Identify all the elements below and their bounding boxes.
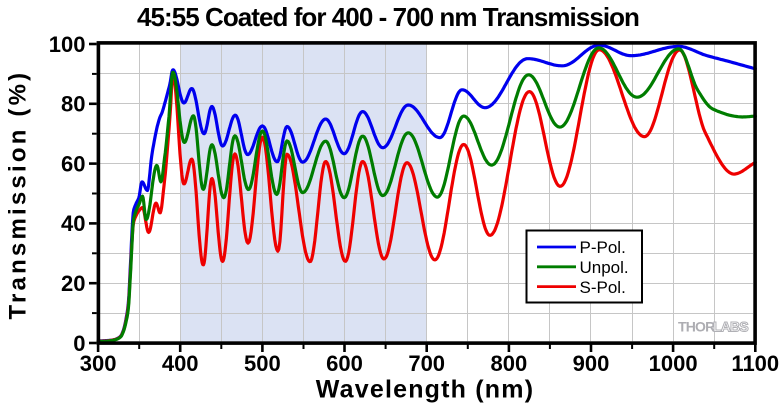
svg-text:600: 600 [326,351,363,376]
svg-text:Transmission (%): Transmission (%) [4,70,31,320]
svg-text:300: 300 [80,351,117,376]
svg-text:1000: 1000 [649,351,698,376]
svg-text:1100: 1100 [731,351,779,376]
svg-text:LABS: LABS [713,319,748,335]
svg-text:S-Pol.: S-Pol. [580,278,626,297]
svg-text:0: 0 [73,331,85,356]
svg-text:900: 900 [573,351,610,376]
svg-text:500: 500 [244,351,281,376]
svg-text:400: 400 [162,351,199,376]
svg-text:60: 60 [61,151,85,176]
svg-text:40: 40 [61,211,85,236]
svg-text:P-Pol.: P-Pol. [580,238,626,257]
svg-text:45:55 Coated for 400 - 700 nm: 45:55 Coated for 400 - 700 nm Transmissi… [137,2,639,32]
svg-text:THOR: THOR [678,319,715,335]
svg-text:80: 80 [61,92,85,117]
svg-text:100: 100 [49,32,86,57]
svg-text:700: 700 [408,351,445,376]
svg-text:Unpol.: Unpol. [580,258,629,277]
svg-text:Wavelength (nm): Wavelength (nm) [316,376,534,404]
svg-text:800: 800 [491,351,528,376]
svg-text:20: 20 [61,271,85,296]
